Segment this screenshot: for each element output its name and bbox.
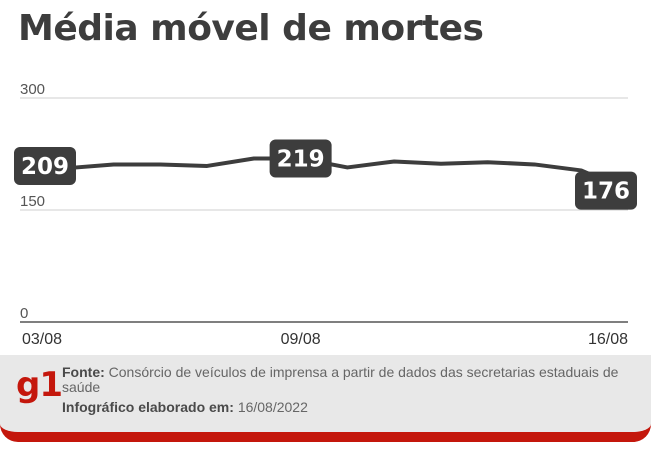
y-tick-label: 150 bbox=[20, 193, 45, 210]
x-tick-label: 03/08 bbox=[22, 331, 62, 348]
footer: g1 Fonte: Consórcio de veículos de impre… bbox=[0, 355, 651, 442]
data-label: 176 bbox=[582, 179, 630, 205]
y-tick-label: 0 bbox=[20, 305, 28, 322]
source-text: Consórcio de veículos de imprensa a part… bbox=[62, 364, 619, 395]
date-label: Infográfico elaborado em: bbox=[62, 399, 234, 415]
chart-title: Média móvel de mortes bbox=[18, 8, 484, 49]
line-chart: 0 150 300 03/08 09/08 16/08 209 219 176 bbox=[14, 81, 637, 348]
data-label: 219 bbox=[277, 146, 325, 172]
source-note: Fonte: Consórcio de veículos de imprensa… bbox=[62, 365, 632, 395]
data-label-box bbox=[269, 139, 332, 178]
date-note: Infográfico elaborado em: 16/08/2022 bbox=[62, 399, 308, 415]
g1-logo: g1 bbox=[16, 365, 63, 405]
x-tick-label: 16/08 bbox=[588, 331, 628, 348]
x-tick-label: 09/08 bbox=[281, 331, 321, 348]
data-label-box bbox=[14, 146, 76, 185]
date-value: 16/08/2022 bbox=[237, 399, 308, 415]
data-label-box bbox=[575, 171, 637, 210]
data-label: 209 bbox=[21, 154, 69, 180]
source-label: Fonte: bbox=[62, 364, 105, 380]
y-tick-label: 300 bbox=[20, 81, 45, 98]
